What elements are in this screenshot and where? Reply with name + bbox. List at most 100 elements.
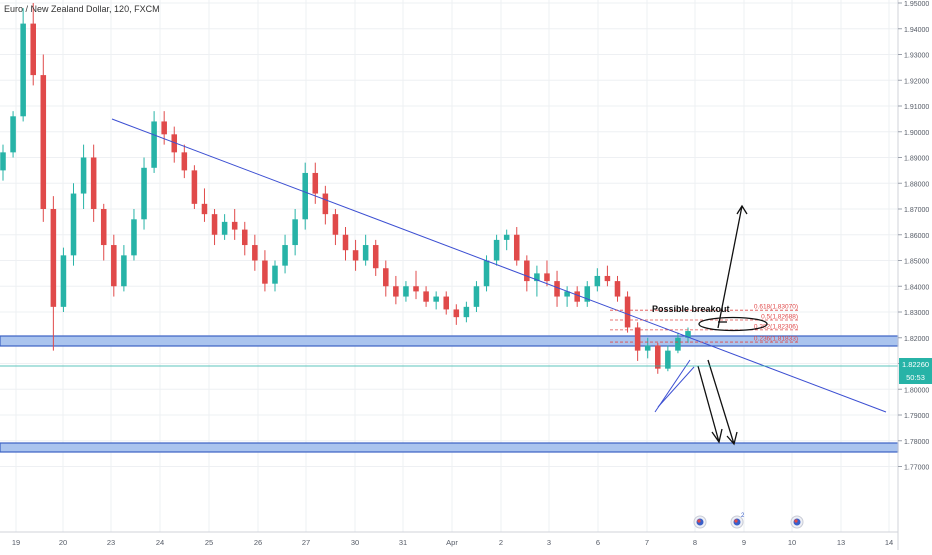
price-tick-label: 1.89000 xyxy=(904,156,929,163)
candle xyxy=(655,342,661,374)
candle xyxy=(292,209,298,256)
candle xyxy=(141,157,147,230)
candle-body xyxy=(151,121,157,168)
candle xyxy=(644,337,651,359)
candle-body xyxy=(60,255,67,307)
candle-body xyxy=(393,286,399,297)
candle xyxy=(423,286,429,307)
candle xyxy=(393,275,399,305)
candle-body xyxy=(614,281,621,297)
rising-wedge[interactable] xyxy=(654,359,695,413)
event-icon[interactable] xyxy=(693,515,707,529)
fibonacci-retracement[interactable]: 0.618(1.83070) 0.5(1.82688) 0.382(1.82306)… xyxy=(610,304,800,343)
candle xyxy=(594,268,601,292)
price-axis[interactable]: 1.95000 1.94000 1.93000 1.92000 1.91000 1.900… xyxy=(898,1,929,472)
time-tick-label: 8 xyxy=(693,538,697,547)
time-axis[interactable]: 19 20 23 24 25 26 27 30 31 Apr 2 3 6 7 8 9 10 13 14 xyxy=(12,538,893,547)
candle xyxy=(80,144,87,209)
candle-body xyxy=(292,219,298,246)
candle-body xyxy=(644,345,651,351)
candle xyxy=(403,281,409,302)
candle-body xyxy=(503,234,510,240)
time-tick-label: 14 xyxy=(885,538,893,547)
candle-body xyxy=(80,157,87,194)
candle xyxy=(352,239,359,271)
time-tick-label: 9 xyxy=(742,538,746,547)
chart-title: Euro / New Zealand Dollar, 120, FXCM xyxy=(4,4,160,14)
candle-body xyxy=(574,291,580,302)
candle xyxy=(665,345,671,372)
candle xyxy=(675,332,681,354)
price-tick-label: 1.84000 xyxy=(904,284,929,291)
candle-body xyxy=(443,296,450,310)
candle-body xyxy=(211,214,218,235)
price-tick-label: 1.92000 xyxy=(904,78,929,85)
candle xyxy=(10,111,16,158)
candle xyxy=(90,144,97,222)
candle-body xyxy=(252,245,258,261)
candle xyxy=(463,301,470,323)
candle-body xyxy=(584,286,591,302)
breakout-ellipse xyxy=(698,316,768,332)
candle-body xyxy=(40,75,47,209)
candle-body xyxy=(50,209,57,307)
candle xyxy=(493,234,500,266)
event-icon[interactable]: 2 xyxy=(730,513,745,529)
time-tick-label: 20 xyxy=(59,538,67,547)
candle-body xyxy=(131,219,137,256)
candle xyxy=(544,260,550,287)
candle-body xyxy=(433,296,439,302)
candle-body xyxy=(665,350,671,369)
candle-body xyxy=(493,239,500,261)
candle xyxy=(100,203,107,261)
candle xyxy=(30,3,36,86)
candle xyxy=(171,126,178,163)
projection-arrows xyxy=(697,204,768,446)
candle xyxy=(151,111,157,173)
candle-body xyxy=(221,221,228,235)
candle-body xyxy=(372,245,379,269)
candle-body xyxy=(191,170,198,204)
candle xyxy=(483,255,490,292)
candle-body xyxy=(604,275,611,282)
candle-body xyxy=(141,167,147,220)
time-tick-label: 23 xyxy=(107,538,115,547)
lower-support-zone[interactable] xyxy=(0,442,899,453)
price-tick-label: 1.78000 xyxy=(904,439,929,446)
candle-body xyxy=(100,209,107,246)
descending-trendline[interactable] xyxy=(111,118,887,413)
up-arrow xyxy=(717,204,748,329)
candle xyxy=(272,260,278,292)
candle xyxy=(624,291,631,333)
time-tick-label: 25 xyxy=(205,538,213,547)
price-tick-label: 1.86000 xyxy=(904,233,929,240)
price-tick-label: 1.82000 xyxy=(904,336,929,343)
time-tick-label: 26 xyxy=(254,538,262,547)
time-tick-label: 7 xyxy=(645,538,649,547)
price-badge: 1.82260 50:53 xyxy=(899,358,932,384)
event-icon[interactable] xyxy=(790,515,804,529)
candle xyxy=(131,209,137,261)
candle xyxy=(372,239,379,276)
candle-body xyxy=(524,260,530,282)
event-icons[interactable]: 2 xyxy=(693,513,804,529)
candle-body xyxy=(231,221,238,230)
candle xyxy=(201,188,208,222)
candle xyxy=(453,304,460,325)
candle xyxy=(534,265,540,297)
candle xyxy=(383,260,389,297)
candle-body xyxy=(463,306,470,318)
candle-body xyxy=(121,255,127,287)
candle-body xyxy=(544,273,550,282)
candle-body xyxy=(342,234,349,251)
candle xyxy=(342,227,349,261)
fib-level-label: 0.618(1.83070) xyxy=(754,304,798,311)
candle-body xyxy=(302,172,308,220)
time-tick-label: 10 xyxy=(788,538,796,547)
candle-body xyxy=(70,193,77,256)
candle xyxy=(332,209,339,246)
time-tick-label: 19 xyxy=(12,538,20,547)
price-tick-label: 1.83000 xyxy=(904,310,929,317)
